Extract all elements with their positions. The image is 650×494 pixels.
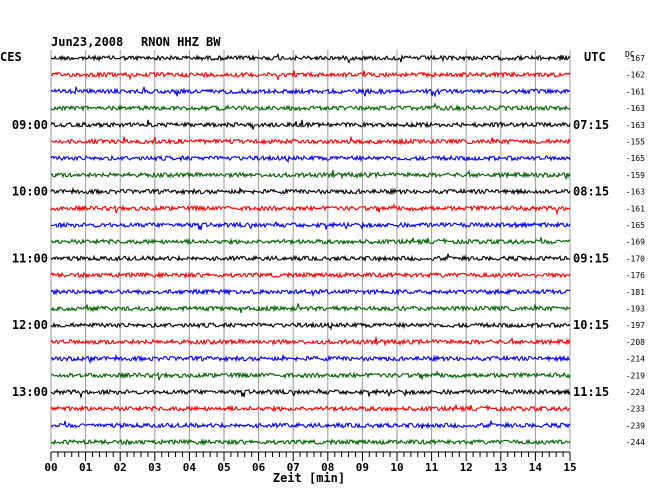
x-tick-label: 11 <box>425 461 439 474</box>
dc-offset-label: -224 <box>626 388 645 397</box>
x-tick-label: 01 <box>79 461 93 474</box>
left-time-label: 09:00 <box>12 118 48 132</box>
x-tick-label: 05 <box>217 461 230 474</box>
x-tick-label: 07 <box>287 461 300 474</box>
trace-line <box>50 186 571 196</box>
dc-offset-label: -163 <box>626 104 645 113</box>
trace-line <box>50 70 571 81</box>
right-time-label: 09:15 <box>573 251 609 265</box>
x-tick-label: 08 <box>321 461 334 474</box>
x-tick-label: 13 <box>494 461 507 474</box>
dc-offset-label: -161 <box>626 204 645 213</box>
dc-offset-label: -239 <box>626 421 645 430</box>
dc-offset-label: -163 <box>626 121 645 130</box>
dc-offset-label: -244 <box>626 438 645 447</box>
dc-label: DC <box>625 50 635 59</box>
trace-line <box>50 270 571 280</box>
trace-line <box>50 287 571 298</box>
trace-line <box>50 135 571 146</box>
trace-line <box>50 437 571 447</box>
left-time-label: 13:00 <box>12 385 48 399</box>
trace-line <box>50 404 571 413</box>
dc-offset-labels: -167 -162 -161 -163 -163 -155 -165 -159 -163 -161… <box>626 54 645 447</box>
left-timezone-label: CES <box>0 50 22 64</box>
header-station: RNON HHZ BW <box>141 35 221 49</box>
dc-offset-label: -167 <box>626 54 645 63</box>
x-axis: 00 01 02 03 04 05 06 07 08 09 10 11 12 13 14 15 <box>44 451 577 474</box>
dc-offset-label: -159 <box>626 171 645 180</box>
x-tick-label: 06 <box>252 461 266 474</box>
dc-offset-label: -165 <box>626 154 645 163</box>
x-tick-label: 09 <box>356 461 369 474</box>
dc-offset-label: -170 <box>626 254 645 263</box>
trace-line <box>50 154 571 164</box>
dc-offset-label: -214 <box>626 355 645 364</box>
right-time-labels: 07:15 08:15 09:15 10:15 11:15 <box>573 118 609 399</box>
trace-line <box>50 203 571 216</box>
trace-line <box>50 86 571 98</box>
dc-offset-label: -165 <box>626 221 645 230</box>
trace-line <box>50 169 571 181</box>
dc-offset-label: -161 <box>626 87 645 96</box>
dc-offset-label: -208 <box>626 338 645 347</box>
x-tick-label: 10 <box>390 461 403 474</box>
left-time-labels: 09:00 10:00 11:00 12:00 13:00 <box>12 118 48 399</box>
trace-line <box>50 420 571 430</box>
dc-offset-label: -197 <box>626 321 645 330</box>
trace-line <box>50 303 571 314</box>
x-tick-label: 03 <box>148 461 161 474</box>
grid-lines <box>50 50 571 449</box>
dc-offset-label: -193 <box>626 305 645 314</box>
x-tick-label: 04 <box>183 461 197 474</box>
left-time-label: 12:00 <box>12 318 48 332</box>
trace-line <box>50 220 571 231</box>
dc-offset-label: -176 <box>626 271 645 280</box>
dc-offset-label: -181 <box>626 288 645 297</box>
trace-group <box>50 52 571 447</box>
dc-offset-label: -163 <box>626 188 645 197</box>
trace-line <box>50 336 571 347</box>
right-timezone-label: UTC <box>584 50 606 64</box>
dc-offset-label: -219 <box>626 371 645 380</box>
trace-line <box>50 253 571 263</box>
x-tick-label: 14 <box>529 461 543 474</box>
x-tick-label: 02 <box>114 461 127 474</box>
trace-line <box>50 353 571 365</box>
right-time-label: 11:15 <box>573 385 609 399</box>
dc-offset-label: -162 <box>626 71 645 80</box>
trace-line <box>50 102 571 113</box>
trace-line <box>50 321 571 331</box>
left-time-label: 11:00 <box>12 251 48 265</box>
trace-line <box>50 388 571 400</box>
x-tick-label: 15 <box>563 461 576 474</box>
x-tick-label: 12 <box>460 461 473 474</box>
x-tick-label: 00 <box>44 461 57 474</box>
trace-line <box>50 119 571 130</box>
right-time-label: 10:15 <box>573 318 609 332</box>
left-time-label: 10:00 <box>12 185 48 199</box>
dc-offset-label: -169 <box>626 238 645 247</box>
dc-offset-label: -233 <box>626 405 645 414</box>
trace-line <box>50 52 571 64</box>
dc-offset-label: -155 <box>626 138 645 147</box>
trace-line <box>50 370 571 381</box>
right-time-label: 07:15 <box>573 118 609 132</box>
header-date: Jun23,2008 <box>51 35 123 49</box>
trace-line <box>50 237 571 246</box>
x-axis-title: Zeit [min] <box>273 471 345 485</box>
right-time-label: 08:15 <box>573 185 609 199</box>
